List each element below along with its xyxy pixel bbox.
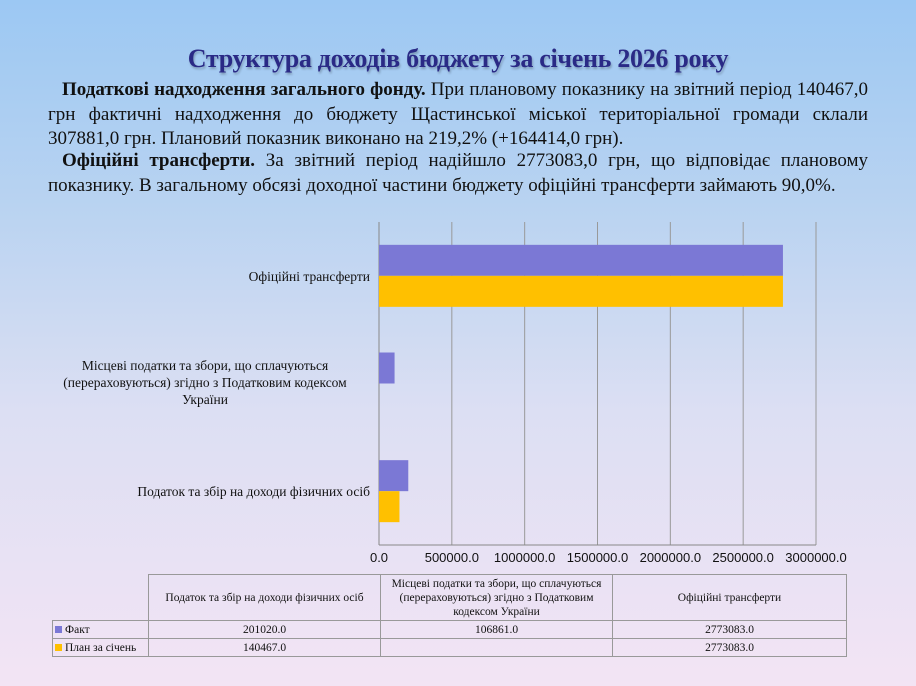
table-header: Місцеві податки та збори, що сплачуються… <box>380 574 613 621</box>
legend-label: План за січень <box>65 641 137 654</box>
table-header: Офіційні трансферти <box>612 574 847 621</box>
bar <box>379 352 395 384</box>
bar <box>379 460 409 492</box>
x-tick-label: 0.0 <box>369 550 389 565</box>
legend-swatch <box>55 625 62 633</box>
legend-label: Факт <box>65 623 90 636</box>
transfers-paragraph: Офіційні трансферти. За звітний період н… <box>48 149 868 198</box>
table-cell <box>380 638 613 657</box>
bar <box>379 491 400 523</box>
data-table: Податок та збір на доходи фізичних осіб … <box>52 574 847 657</box>
category-label: Офіційні трансферти <box>248 269 370 284</box>
transfers-text: За звітний період надійшло 2773083,0 грн… <box>48 150 869 196</box>
table-cell: 140467.0 <box>148 638 381 657</box>
tax-revenue-heading: Податкові надходження загального фонду. <box>62 79 426 100</box>
table-header: Податок та збір на доходи фізичних осіб <box>148 574 381 621</box>
legend-fact: Факт <box>52 620 149 639</box>
bar <box>379 244 783 276</box>
table-cell: 106861.0 <box>380 620 613 639</box>
x-tick-label: 1500000.0 <box>566 550 629 565</box>
tax-revenue-paragraph: Податкові надходження загального фонду. … <box>48 78 868 152</box>
x-tick-label: 500000.0 <box>424 550 479 565</box>
category-label: Місцеві податки та збори, що сплачуються… <box>63 358 347 407</box>
page-title: Структура доходів бюджету за січень 2026… <box>187 44 729 73</box>
table-cell: 2773083.0 <box>612 638 847 657</box>
legend-swatch <box>55 643 62 651</box>
table-cell: 201020.0 <box>148 620 381 639</box>
x-tick-label: 2000000.0 <box>639 550 702 565</box>
legend-plan: План за січень <box>52 638 149 657</box>
table-cell: 2773083.0 <box>612 620 847 639</box>
x-tick-label: 3000000.0 <box>785 550 847 565</box>
category-label: Податок та збір на доходи фізичних осіб <box>137 484 370 499</box>
tax-revenue-text: При плановому показнику на звітний періо… <box>48 79 868 149</box>
x-tick-label: 1000000.0 <box>493 550 556 565</box>
bar <box>379 275 783 307</box>
x-tick-label: 2500000.0 <box>712 550 774 565</box>
transfers-heading: Офіційні трансферти. <box>62 150 256 171</box>
